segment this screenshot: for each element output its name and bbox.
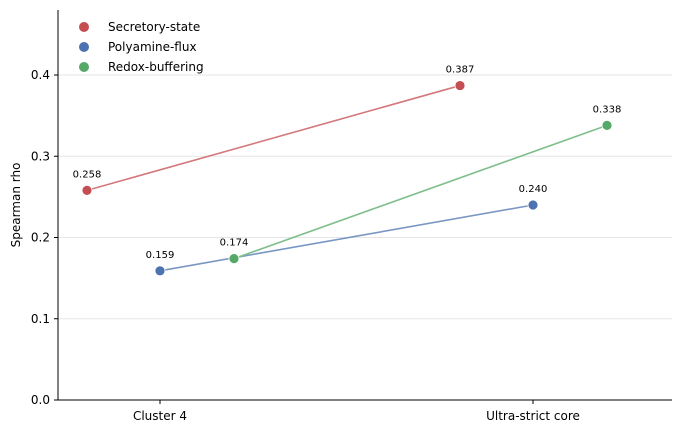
data-point — [81, 184, 93, 196]
legend-label: Redox-buffering — [108, 60, 204, 74]
y-tick-label: 0.0 — [31, 393, 50, 407]
legend: Secretory-state Polyamine-flux Redox-buffe… — [79, 20, 204, 74]
data-point — [154, 265, 166, 277]
data-point — [601, 119, 613, 131]
data-label: 0.338 — [593, 104, 622, 115]
data-label: 0.174 — [220, 238, 249, 249]
series-labels: 0.258 0.387 0.159 0.240 0.174 0.338 — [73, 65, 622, 261]
y-tick-label: 0.2 — [31, 231, 50, 245]
y-ticks: 0.0 0.1 0.2 0.3 0.4 — [31, 68, 58, 407]
data-label: 0.387 — [446, 65, 475, 76]
legend-marker — [79, 22, 89, 32]
data-label: 0.159 — [146, 250, 175, 261]
legend-marker — [79, 62, 89, 72]
data-point — [454, 80, 466, 91]
legend-marker — [79, 42, 89, 52]
series-line — [159, 204, 534, 272]
data-label: 0.240 — [519, 184, 548, 195]
y-tick-label: 0.4 — [31, 68, 50, 82]
series-points — [81, 80, 613, 277]
legend-label: Secretory-state — [108, 20, 200, 34]
y-axis-title: Spearman rho — [9, 163, 23, 248]
x-tick-label: Ultra-strict core — [486, 409, 580, 423]
series-lines — [86, 84, 608, 272]
series-line — [233, 124, 608, 260]
series-line — [86, 84, 461, 192]
y-tick-label: 0.3 — [31, 149, 50, 163]
data-label: 0.258 — [73, 169, 102, 180]
legend-label: Polyamine-flux — [108, 40, 197, 54]
x-ticks: Cluster 4 Ultra-strict core — [133, 400, 580, 423]
x-tick-label: Cluster 4 — [133, 409, 187, 423]
y-tick-label: 0.1 — [31, 312, 50, 326]
data-point — [527, 199, 539, 211]
grid — [58, 74, 672, 320]
data-point — [228, 253, 240, 265]
